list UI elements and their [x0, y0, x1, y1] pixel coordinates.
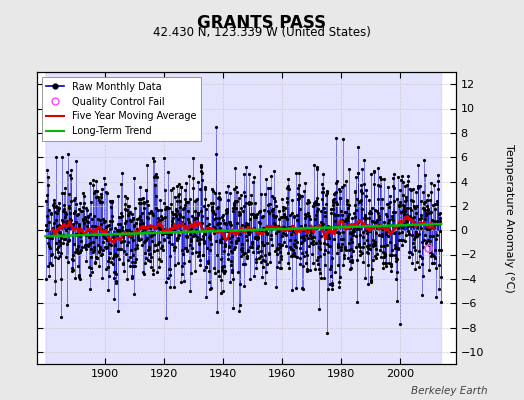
Y-axis label: Temperature Anomaly (°C): Temperature Anomaly (°C): [504, 144, 514, 292]
Legend: Raw Monthly Data, Quality Control Fail, Five Year Moving Average, Long-Term Tren: Raw Monthly Data, Quality Control Fail, …: [41, 77, 201, 141]
Text: Berkeley Earth: Berkeley Earth: [411, 386, 487, 396]
Text: GRANTS PASS: GRANTS PASS: [198, 14, 326, 32]
Text: 42.430 N, 123.339 W (United States): 42.430 N, 123.339 W (United States): [153, 26, 371, 39]
